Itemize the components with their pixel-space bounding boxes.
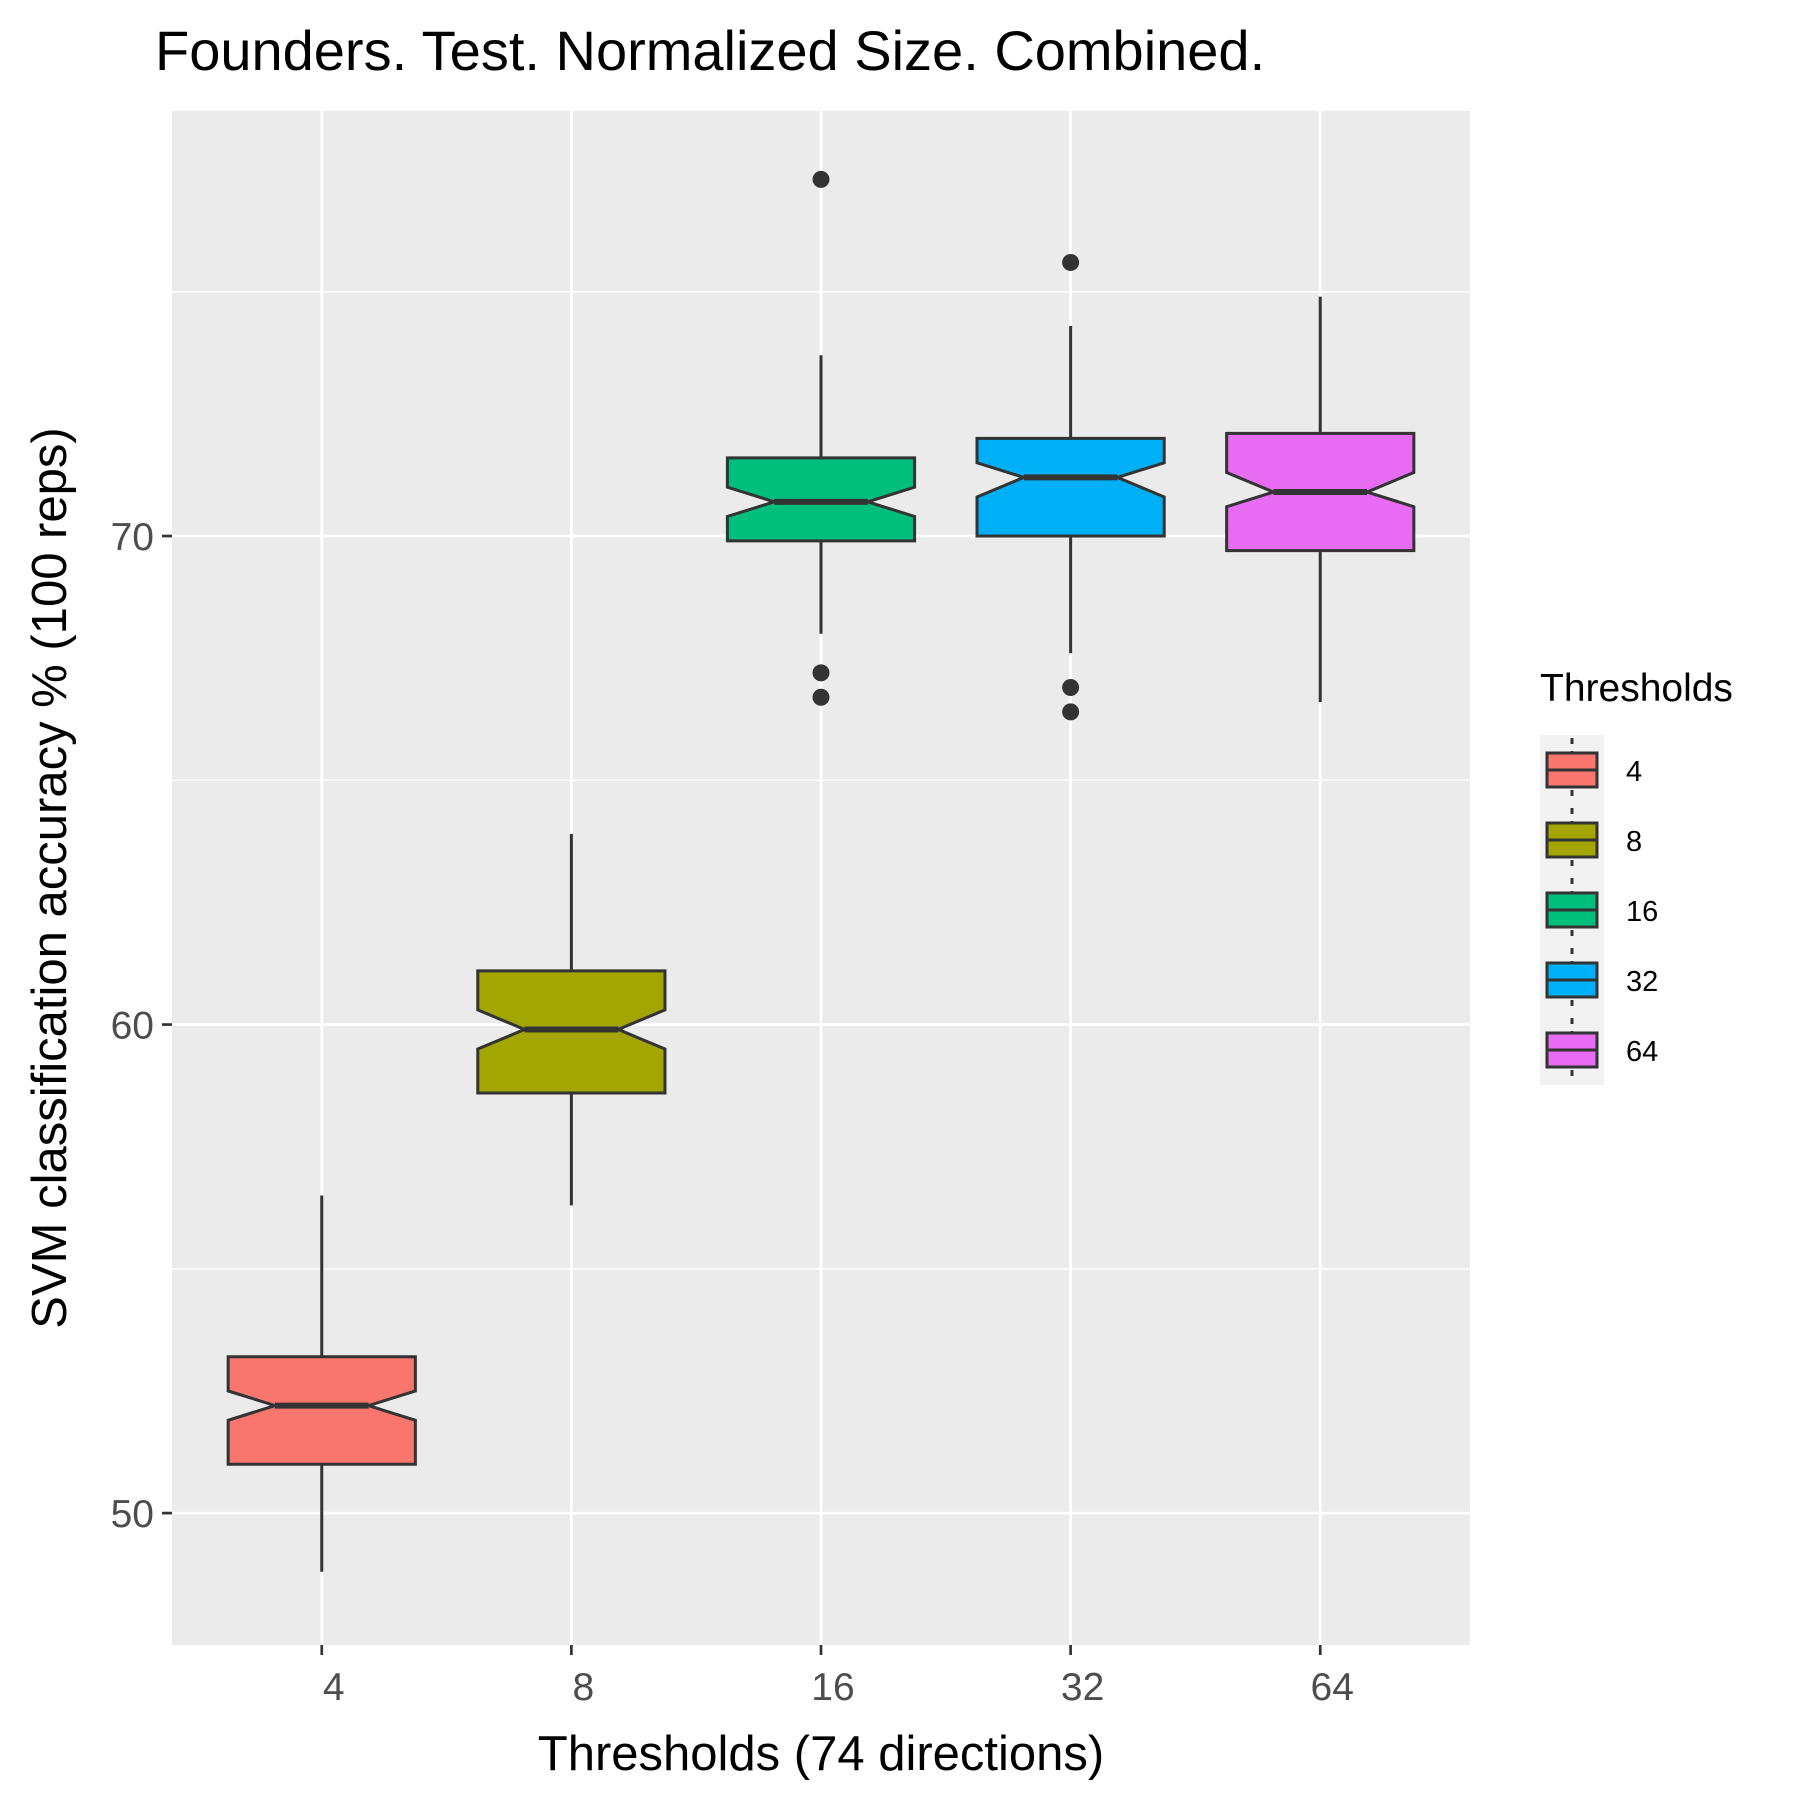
legend-item-4: 4: [1545, 738, 1642, 802]
legend-title: Thresholds: [1540, 667, 1733, 710]
y-axis-title: SVM classification accuracy % (100 reps): [23, 427, 77, 1328]
y-tick-label: 60: [111, 1005, 154, 1048]
boxes-layer: [226, 170, 1416, 1572]
legend-item-8: 8: [1545, 808, 1642, 872]
legend-label: 32: [1626, 966, 1658, 998]
outlier-point: [812, 688, 830, 706]
x-axis-title: Thresholds (74 directions): [538, 1727, 1104, 1781]
x-tick-label: 16: [811, 1666, 854, 1709]
y-tick-label: 50: [111, 1493, 154, 1536]
legend-label: 64: [1626, 1036, 1658, 1068]
legend-label: 16: [1626, 896, 1658, 928]
box-8: [476, 834, 667, 1206]
outlier-point: [1062, 703, 1080, 721]
legend-item-64: 64: [1545, 1018, 1658, 1082]
box-64: [1225, 296, 1416, 703]
x-tick-label: 64: [1311, 1666, 1354, 1709]
x-tick-label: 4: [323, 1666, 345, 1709]
legend-label: 8: [1626, 826, 1642, 858]
outlier-point: [1062, 253, 1080, 271]
box-body: [226, 1355, 417, 1466]
outlier-point: [812, 664, 830, 682]
box-body: [975, 436, 1166, 538]
legend-item-16: 16: [1545, 878, 1658, 942]
legend-label: 4: [1626, 756, 1642, 788]
outlier-point: [1062, 678, 1080, 696]
legend-item-32: 32: [1545, 948, 1658, 1012]
y-axis: 50 60 70: [111, 516, 172, 1536]
chart-title: Founders. Test. Normalized Size. Combine…: [155, 19, 1265, 82]
x-tick-label: 8: [573, 1666, 595, 1709]
outlier-point: [812, 170, 830, 188]
legend: 4 8 16 32 64: [1540, 735, 1658, 1085]
box-32: [975, 253, 1166, 721]
box-4: [226, 1195, 417, 1572]
box-16: [725, 170, 917, 706]
x-axis: 4 8 16 32 64: [320, 1645, 1354, 1709]
x-tick-label: 32: [1061, 1666, 1104, 1709]
y-tick-label: 70: [111, 516, 154, 559]
